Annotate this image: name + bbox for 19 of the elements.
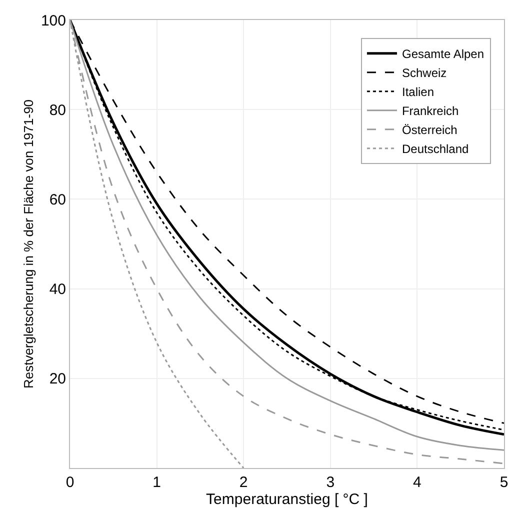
legend-label: Frankreich (402, 104, 459, 118)
legend-label: Gesamte Alpen (402, 47, 484, 62)
legend-label: Deutschland (402, 142, 469, 156)
x-tick-label: 5 (500, 474, 508, 491)
x-axis-title: Temperaturanstieg [ °C ] (206, 491, 368, 508)
x-tick-label: 0 (66, 474, 74, 491)
x-tick-label: 4 (413, 474, 422, 491)
y-tick-label: 20 (49, 370, 66, 388)
y-tick-label: 80 (49, 102, 66, 119)
y-tick-label: 60 (49, 191, 66, 208)
legend-label: Österreich (402, 123, 458, 138)
y-tick-label: 40 (49, 281, 66, 298)
y-tick-label: 100 (40, 12, 66, 30)
x-tick-label: 3 (326, 474, 335, 491)
legend-label: Schweiz (402, 66, 447, 80)
y-axis-title: Restvergletscherung in % der Fläche von 1971-90 (20, 99, 36, 389)
x-tick-label: 1 (152, 474, 161, 491)
x-tick-label: 2 (239, 474, 248, 491)
legend-label: Italien (402, 85, 434, 100)
